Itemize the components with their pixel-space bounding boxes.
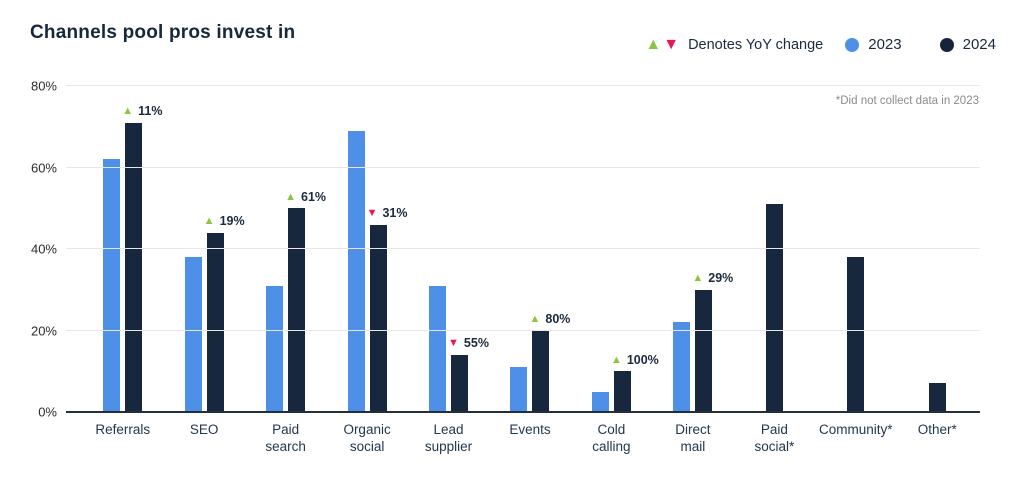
x-axis-label: Community* [819,422,893,437]
bar-group-organic-social: ▼ 31% Organic social [326,86,408,454]
bar-group-referrals: ▲ 11% Referrals [82,86,163,437]
bar-group-cold-calling: ▲ 100% Cold calling [571,86,659,454]
yoy-value: 61% [301,189,327,204]
yoy-annotation: ▲ 19% [204,215,245,228]
bar-2024: ▼ 31% [367,207,408,412]
x-axis-label: Paid social* [754,422,795,454]
legend-yoy: ▲ ▼ Denotes YoY change [645,35,824,53]
series-2024-dot-icon [939,37,954,52]
legend-label-2024: 2024 [962,36,996,53]
x-axis-label: Organic social [343,422,391,454]
bar-2024: ▲ 61% [285,191,326,412]
down-triangle-icon: ▼ [366,206,378,219]
bar-group-lead-supplier: ▼ 55% Lead supplier [408,86,489,454]
yoy-annotation: ▲ 61% [285,191,326,204]
x-axis-label: Referrals [95,422,151,437]
legend-item-2024: 2024 [939,36,996,53]
bar-2023 [510,367,528,412]
yoy-annotation: ▲ 100% [611,354,659,367]
yoy-annotation: ▲ 29% [692,272,733,285]
legend-yoy-label: Denotes YoY change [688,36,824,53]
bar-2023 [673,322,691,412]
bar-2024 [928,383,946,412]
yoy-annotation: ▲ 80% [529,313,570,326]
down-triangle-icon: ▼ [448,337,459,350]
bar-2023 [591,391,609,412]
gridline-40 [66,248,980,249]
bar-2023 [103,159,121,412]
yoy-value: 80% [545,312,571,326]
legend-label-2023: 2023 [868,36,902,53]
up-triangle-icon: ▲ [610,353,622,366]
y-tick-label: 40% [30,241,57,257]
x-axis-label: SEO [189,422,219,437]
legend-item-2023: 2023 [845,36,902,53]
gridline-60 [66,166,980,168]
bar-group-seo: ▲ 19% SEO [163,86,245,437]
y-tick-label: 0% [38,404,57,420]
yoy-value: 29% [708,271,734,286]
yoy-value: 11% [138,104,163,119]
up-triangle-icon: ▲ [203,214,215,227]
bar-2024: ▲ 19% [204,215,245,412]
bar-2023 [347,130,365,412]
x-axis-label: Cold calling [592,422,631,454]
plot-area: ▲ 11% Referrals ▲ 19% SEO ▲ 61% Paid search ▼ 31% Or… [31,79,980,454]
bar-2023 [184,257,202,412]
chart-title: Channels pool pros invest in [30,22,296,43]
footnote: *Did not collect data in 2023 [835,95,979,107]
x-axis-label: Events [509,422,551,437]
series-2023-dot-icon [845,37,860,52]
x-axis-label: Lead supplier [424,422,473,454]
yoy-value: 100% [626,352,659,367]
x-axis-line [66,411,980,413]
up-triangle-icon: ▲ [285,190,297,203]
bar-2024: ▲ 100% [611,354,659,412]
bar-group-events: ▲ 80% Events [489,86,570,437]
y-tick-label: 60% [30,160,57,175]
bar-group-paid-social: Paid social* [734,86,815,454]
up-triangle-icon: ▲ [122,104,134,117]
yoy-value: 31% [382,206,408,221]
bar-group-direct-mail: ▲ 29% Direct mail [652,86,733,454]
y-tick-label: 80% [30,78,57,94]
down-triangle-icon: ▼ [663,35,680,53]
bar-groups: ▲ 11% Referrals ▲ 19% SEO ▲ 61% Paid search ▼ 31% Or… [66,86,980,454]
x-axis-label: Paid search [265,422,306,454]
gridline-20 [66,329,980,331]
yoy-annotation: ▲ 11% [122,105,162,118]
bar-2024: ▲ 80% [529,313,570,412]
yoy-annotation: ▼ 55% [448,337,489,350]
bar-group-paid-search: ▲ 61% Paid search [245,86,326,454]
bar-group-community: Community* [815,86,896,437]
bar-2024: ▼ 55% [448,337,489,412]
x-axis-label: Other* [917,422,957,437]
up-triangle-icon: ▲ [529,312,541,325]
gridline-80 [66,85,980,86]
bar-2024 [847,257,865,412]
bar-2024: ▲ 29% [692,272,733,412]
legend: ▲ ▼ Denotes YoY change 2023 2024 [645,36,996,53]
bar-2023 [429,285,447,412]
bar-2024: ▲ 11% [122,105,162,412]
x-axis-label: Direct mail [675,422,711,454]
bar-2023 [266,285,284,412]
yoy-value: 55% [463,336,489,351]
up-triangle-icon: ▲ [692,272,704,284]
up-triangle-icon: ▲ [645,35,662,53]
bar-2024 [765,204,783,412]
bar-group-other: Other* [897,86,978,437]
yoy-value: 19% [219,214,245,229]
y-tick-label: 20% [30,323,57,338]
yoy-annotation: ▼ 31% [367,207,408,220]
